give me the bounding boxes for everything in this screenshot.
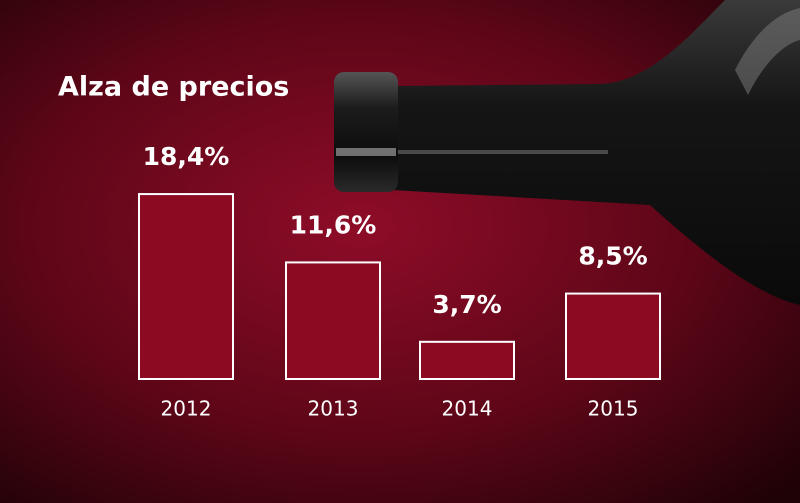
value-label: 8,5% bbox=[578, 242, 647, 271]
x-tick-label: 2014 bbox=[442, 397, 493, 421]
bottle bbox=[334, 0, 800, 305]
value-label: 18,4% bbox=[143, 142, 230, 171]
chart-title: Alza de precios bbox=[58, 72, 289, 103]
bar bbox=[285, 261, 381, 381]
bar bbox=[419, 340, 515, 381]
bar bbox=[565, 292, 661, 381]
bar bbox=[138, 193, 234, 380]
value-label: 11,6% bbox=[290, 210, 377, 239]
value-label: 3,7% bbox=[432, 290, 501, 319]
x-tick-label: 2013 bbox=[308, 397, 359, 421]
x-tick-label: 2015 bbox=[588, 397, 639, 421]
x-tick-label: 2012 bbox=[161, 397, 212, 421]
